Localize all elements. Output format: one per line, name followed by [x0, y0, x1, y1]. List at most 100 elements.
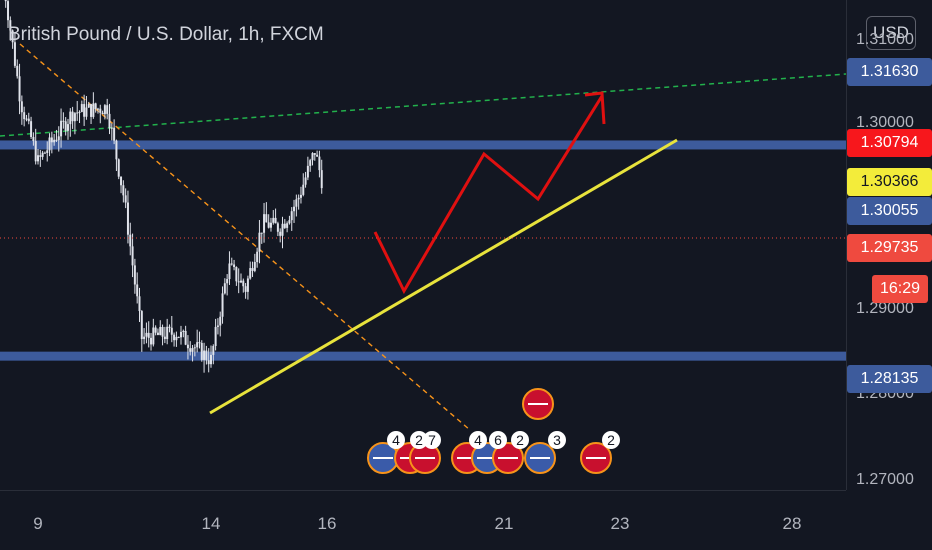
candle-body [115, 140, 118, 160]
candle-body [50, 137, 53, 143]
candle-body [138, 296, 141, 312]
candle-body [152, 327, 155, 345]
candle-body [20, 101, 23, 113]
candle-body [293, 206, 296, 212]
event-count-badge[interactable] [387, 431, 405, 449]
candle-body [43, 152, 46, 154]
candle-body [129, 234, 132, 247]
candle-body [205, 350, 208, 361]
candle-body [92, 103, 95, 117]
event-count-label: 4 [474, 432, 482, 448]
candle-body [207, 360, 210, 365]
candle-body [279, 231, 282, 236]
candle-body [302, 184, 305, 195]
candle-body [117, 159, 120, 177]
price-axis-tick: 1.30000 [856, 114, 914, 131]
candle-body [226, 279, 229, 284]
candle-body [71, 111, 74, 122]
candle-body [230, 263, 233, 265]
candle-body [55, 139, 58, 141]
candle-body [156, 332, 159, 335]
candle-body [11, 30, 14, 43]
candle-body [304, 177, 307, 185]
candle-body [150, 337, 153, 345]
candle-body [166, 326, 169, 340]
candle-body [306, 165, 309, 178]
candle-body [161, 326, 164, 337]
candle-body [143, 336, 146, 340]
candle-body [140, 311, 143, 340]
candle-body [94, 103, 97, 109]
candle-body [9, 20, 12, 31]
candle-body [182, 330, 185, 332]
candle-body [212, 346, 215, 355]
candle-body [235, 266, 238, 282]
candle-body [239, 280, 242, 283]
candle-body [60, 120, 63, 137]
event-count-badge[interactable] [511, 431, 529, 449]
event-count-label: 2 [415, 432, 423, 448]
candle-body [46, 150, 49, 153]
candle-body [253, 262, 256, 271]
candle-body [83, 104, 86, 117]
event-count-badge[interactable] [548, 431, 566, 449]
candle-body [124, 195, 127, 203]
candle-body [265, 214, 268, 223]
candle-body [276, 223, 279, 232]
candle-body [281, 223, 284, 236]
candle-body [110, 127, 113, 129]
candle-body [122, 185, 125, 196]
candle-body [274, 217, 277, 224]
candle-body [297, 197, 300, 200]
candle-body [175, 336, 178, 341]
candle-body [101, 112, 104, 115]
event-count-badge[interactable] [423, 431, 441, 449]
candle-body [4, 0, 7, 2]
candle-body [41, 152, 44, 157]
candle-body [170, 327, 173, 335]
candle-body [269, 222, 272, 228]
candle-body [237, 281, 240, 283]
candle-body [244, 286, 247, 292]
chart-title: British Pound / U.S. Dollar, 1h, FXCM [8, 24, 324, 45]
event-count-badge[interactable] [489, 431, 507, 449]
candle-body [223, 283, 226, 294]
candle-body [311, 153, 314, 161]
candle-body [210, 354, 212, 365]
horizontal-level[interactable] [0, 140, 846, 150]
candle-body [249, 268, 252, 279]
candle-body [260, 232, 263, 234]
currency-button[interactable]: USD [866, 16, 916, 50]
candle-body [78, 111, 81, 113]
projection-arrow-head [584, 91, 606, 125]
candle-body [191, 348, 194, 352]
candle-body [184, 330, 187, 345]
time-axis-separator [0, 490, 846, 491]
candle-body [219, 316, 222, 326]
candle-body [214, 326, 217, 347]
candle-body [290, 211, 293, 221]
candle-body [103, 105, 106, 115]
candle-body [168, 326, 171, 328]
candle-body [66, 124, 69, 131]
candle-body [320, 170, 323, 189]
horizontal-level[interactable] [0, 351, 846, 361]
candle-body [263, 214, 266, 233]
candle-body [99, 108, 102, 113]
candle-body [16, 65, 19, 77]
event-count-badge[interactable] [602, 431, 620, 449]
candle-body [159, 326, 162, 335]
event-count-badge[interactable] [410, 431, 428, 449]
candle-body [177, 336, 180, 338]
candle-body [295, 199, 298, 207]
candle-body [186, 344, 189, 349]
candle-body [90, 104, 93, 117]
candle-body [64, 121, 67, 131]
event-count-badge[interactable] [469, 431, 487, 449]
price-axis-tick: 1.27000 [856, 471, 914, 488]
candle-body [286, 223, 289, 228]
candle-body [193, 347, 196, 349]
candle-body [154, 327, 157, 333]
trendline-upper [0, 73, 846, 137]
